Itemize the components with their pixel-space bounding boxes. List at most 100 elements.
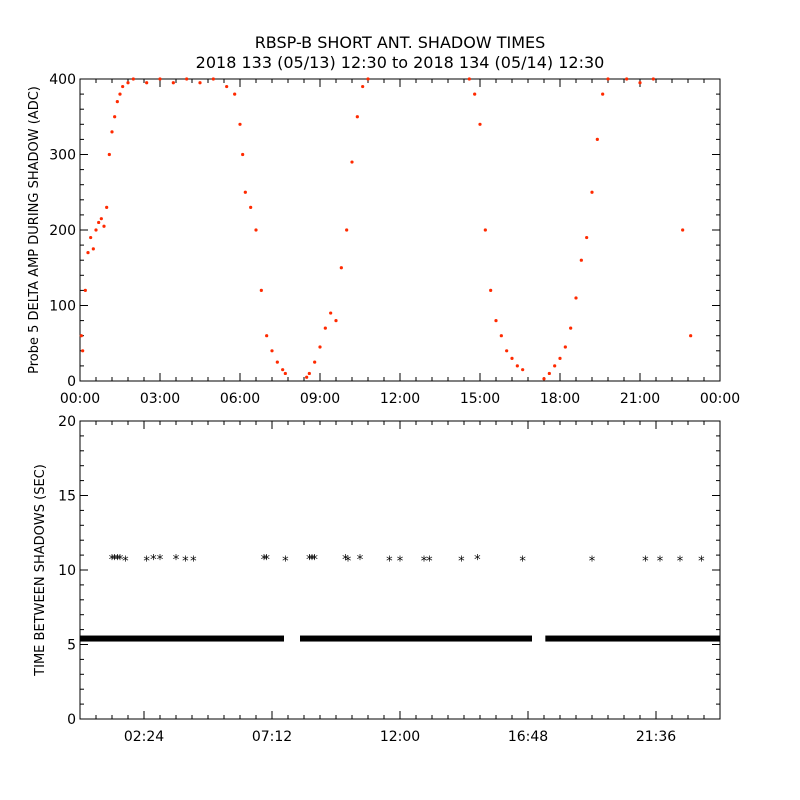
data-point [563, 345, 567, 349]
y-tick-label: 10 [58, 563, 76, 579]
data-point [281, 368, 285, 372]
y-tick-label: 300 [49, 148, 76, 164]
data-point: * [357, 553, 364, 568]
data-point [689, 334, 693, 338]
baseline-marker-band [545, 635, 720, 642]
data-point [238, 122, 242, 126]
x-tick-label: 07:12 [252, 729, 292, 745]
data-point: * [426, 555, 433, 570]
data-point [473, 92, 477, 96]
data-point [329, 311, 333, 315]
data-point [467, 77, 471, 81]
data-point: * [150, 553, 157, 568]
data-point [241, 152, 245, 157]
y-tick-label: 100 [49, 299, 76, 315]
data-point: * [261, 553, 268, 568]
x-tick-label: 00:00 [60, 391, 100, 407]
data-point: * [345, 555, 352, 570]
data-point [259, 288, 263, 292]
x-tick-label: 00:00 [700, 391, 740, 407]
data-point [99, 217, 103, 221]
data-point [313, 360, 317, 364]
data-point: * [173, 553, 180, 568]
x-tick-label: 15:00 [460, 391, 500, 407]
data-point: * [698, 555, 705, 570]
data-point [307, 371, 311, 376]
data-point [233, 92, 237, 96]
data-point: * [306, 553, 313, 568]
data-point [275, 360, 279, 364]
data-point [83, 288, 87, 292]
x-tick-label: 12:00 [380, 391, 420, 407]
data-point [339, 266, 343, 270]
data-point: * [263, 553, 270, 568]
x-tick-label: 21:36 [636, 729, 676, 745]
data-point [521, 368, 525, 372]
data-point [121, 84, 125, 89]
data-point [345, 228, 349, 232]
data-point: * [397, 555, 404, 570]
baseline-marker-band [80, 635, 284, 642]
data-point [79, 334, 83, 338]
data-point [102, 224, 106, 228]
data-point [305, 375, 309, 379]
data-point [638, 81, 642, 85]
y-tick-label: 200 [49, 223, 76, 239]
data-point [283, 371, 287, 376]
data-point [478, 122, 482, 126]
bottom-panel: 02:24 07:12 12:00 16:48 21:36 0 5 10 15 20 TIME BE… [33, 414, 721, 745]
data-point: * [111, 553, 118, 568]
data-point [515, 364, 519, 368]
data-point: * [642, 555, 649, 570]
baseline-marker-band [300, 635, 532, 642]
data-point [499, 334, 503, 338]
data-point [483, 228, 487, 232]
data-point: * [458, 555, 465, 570]
x-tick-label: 16:48 [508, 729, 548, 745]
data-point [89, 235, 93, 240]
data-point [198, 81, 202, 85]
data-point [105, 205, 109, 209]
data-point [489, 288, 493, 292]
x-tick-label: 12:00 [380, 729, 420, 745]
x-tick-label: 02:24 [124, 729, 164, 745]
data-point: * [157, 553, 164, 568]
data-point [110, 130, 114, 134]
data-point: * [122, 555, 129, 570]
data-point: * [342, 553, 349, 568]
data-point [553, 364, 557, 368]
data-point [651, 77, 655, 81]
data-point [113, 115, 117, 119]
data-point: * [109, 553, 116, 568]
data-point [625, 77, 629, 81]
data-point [355, 115, 359, 119]
y-axis-label: TIME BETWEEN SHADOWS (SEC) [33, 464, 48, 677]
data-point [334, 319, 338, 323]
chart-title-line2: 2018 133 (05/13) 12:30 to 2018 134 (05/1… [196, 53, 605, 72]
data-point [574, 296, 578, 300]
data-point [366, 77, 370, 81]
data-point: * [386, 555, 393, 570]
data-point [606, 77, 610, 81]
data-point: * [309, 553, 316, 568]
data-point: * [182, 555, 189, 570]
data-point [107, 152, 111, 157]
top-panel: 00:00 03:00 06:00 09:00 12:00 15:00 18:00 21:00… [27, 72, 740, 407]
data-point: * [114, 553, 121, 568]
data-point [350, 160, 354, 164]
y-axis-label: Probe 5 DELTA AMP DURING SHADOW (ADC) [27, 86, 42, 374]
data-point: * [519, 555, 526, 570]
data-point: * [474, 553, 481, 568]
data-point [86, 251, 90, 255]
data-point [547, 371, 551, 376]
data-point [97, 220, 101, 225]
data-point [126, 81, 130, 85]
data-point: * [677, 555, 684, 570]
x-tick-label: 21:00 [620, 391, 660, 407]
data-point [118, 92, 122, 96]
data-point [585, 235, 589, 240]
data-point [254, 228, 258, 232]
x-tick-label: 06:00 [220, 391, 260, 407]
data-point [361, 84, 365, 89]
